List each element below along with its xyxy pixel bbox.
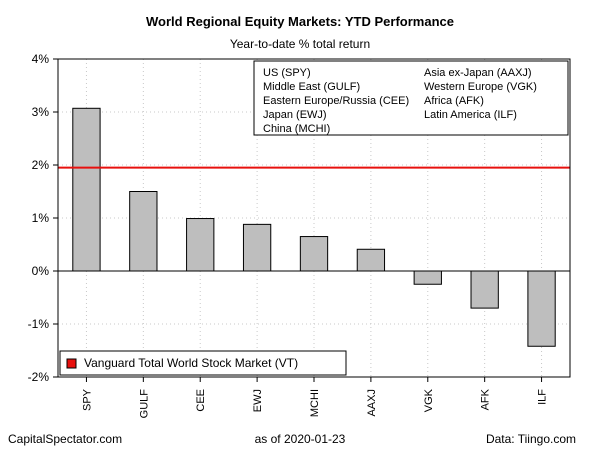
bar-ilf: [527, 270, 556, 347]
bar-ewj: [242, 223, 272, 272]
x-tick-label-aaxj: AAXJ: [366, 389, 378, 417]
legend-entry: Africa (AFK): [424, 95, 484, 107]
x-tick-label-mchi: MCHI: [309, 389, 321, 417]
bar-gulf: [129, 191, 158, 272]
y-tick-label: 0%: [32, 264, 50, 278]
legend-entry: US (SPY): [263, 67, 311, 79]
x-tick-label-afk: AFK: [480, 388, 492, 410]
bar-aaxj: [356, 248, 386, 272]
footer-source-left: CapitalSpectator.com: [8, 432, 123, 446]
y-tick-label: 2%: [32, 158, 50, 172]
legend-entry: Asia ex-Japan (AAXJ): [424, 67, 532, 79]
bar-mchi: [299, 236, 329, 272]
x-tick-label-vgk: VGK: [423, 388, 435, 412]
reference-legend-label: Vanguard Total World Stock Market (VT): [84, 356, 298, 370]
bar-spy: [72, 107, 101, 272]
footer-date: as of 2020-01-23: [254, 432, 346, 446]
legend: US (SPY) Middle East (GULF) Eastern Europe…: [59, 60, 569, 376]
legend-entry: Middle East (GULF): [263, 81, 360, 93]
x-tick-label-gulf: GULF: [138, 389, 150, 419]
bar-afk: [470, 270, 499, 309]
legend-entry: Western Europe (VGK): [424, 81, 537, 93]
y-tick-label: 1%: [32, 211, 50, 225]
reference-legend-swatch: [66, 358, 77, 369]
x-tick-label-cee: CEE: [195, 389, 207, 412]
reference-legend-box: [59, 350, 347, 376]
y-tick-label: 3%: [32, 105, 50, 119]
chart-subtitle: Year-to-date % total return: [229, 37, 371, 51]
legend-entry: Eastern Europe/Russia (CEE): [263, 95, 409, 107]
x-tick-label-ewj: EWJ: [252, 389, 264, 412]
legend-box: [253, 60, 569, 136]
y-tick-label: 4%: [32, 52, 50, 66]
bars: [58, 107, 570, 347]
x-tick-label-spy: SPY: [81, 388, 93, 411]
y-tick-label: -2%: [28, 370, 50, 384]
x-tick-label-ilf: ILF: [537, 389, 549, 405]
bar-vgk: [413, 270, 442, 285]
legend-entry: Japan (EWJ): [263, 109, 327, 121]
legend-entry: Latin America (ILF): [424, 109, 517, 121]
legend-entry: China (MCHI): [263, 123, 330, 135]
chart-title: World Regional Equity Markets: YTD Perfo…: [146, 14, 454, 29]
footer-source-right: Data: Tiingo.com: [485, 432, 576, 446]
axes: -2% -1% 0% 1% 2% 3% 4% SPY GULF CEE EWJ MCHI AAXJ VGK…: [28, 52, 571, 419]
y-tick-label: -1%: [28, 317, 50, 331]
bar-cee: [186, 218, 215, 272]
